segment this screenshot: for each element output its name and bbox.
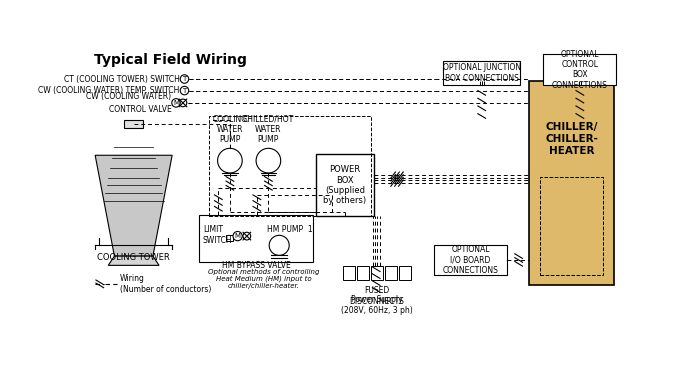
Text: HM BYPASS VALVE: HM BYPASS VALVE bbox=[222, 261, 290, 270]
Circle shape bbox=[180, 86, 188, 95]
Text: POWER
BOX
(Supplied
by others): POWER BOX (Supplied by others) bbox=[323, 165, 366, 205]
FancyBboxPatch shape bbox=[371, 266, 383, 280]
Circle shape bbox=[218, 148, 242, 173]
Text: Power Supply
(208V, 60Hz, 3 ph): Power Supply (208V, 60Hz, 3 ph) bbox=[341, 295, 413, 315]
Text: OPTIONAL JUNCTION
BOX CONNECTIONS: OPTIONAL JUNCTION BOX CONNECTIONS bbox=[443, 63, 521, 82]
Polygon shape bbox=[95, 155, 172, 256]
Circle shape bbox=[180, 75, 188, 83]
Circle shape bbox=[256, 148, 281, 173]
Text: Wiring
(Number of conductors): Wiring (Number of conductors) bbox=[120, 274, 211, 294]
FancyBboxPatch shape bbox=[199, 215, 313, 262]
Text: CHILLER/
CHILLER-
HEATER: CHILLER/ CHILLER- HEATER bbox=[545, 123, 598, 156]
Text: COOLING TOWER: COOLING TOWER bbox=[97, 253, 170, 262]
Text: CT (COOLING TOWER) SWITCH: CT (COOLING TOWER) SWITCH bbox=[64, 75, 180, 84]
FancyBboxPatch shape bbox=[530, 81, 614, 286]
Circle shape bbox=[172, 99, 180, 107]
FancyBboxPatch shape bbox=[434, 245, 507, 275]
FancyBboxPatch shape bbox=[226, 235, 233, 242]
Text: FUSED
DISCONNECTS: FUSED DISCONNECTS bbox=[350, 286, 404, 305]
FancyBboxPatch shape bbox=[385, 266, 397, 280]
Text: OPTIONAL
I/O BOARD
CONNECTIONS: OPTIONAL I/O BOARD CONNECTIONS bbox=[443, 245, 498, 275]
Text: Typical Field Wiring: Typical Field Wiring bbox=[94, 53, 247, 67]
Text: M: M bbox=[173, 100, 179, 106]
Text: LIMIT
SWITCH: LIMIT SWITCH bbox=[203, 225, 232, 245]
Text: CW (COOLING WATER) TEMP. SWITCH: CW (COOLING WATER) TEMP. SWITCH bbox=[38, 86, 180, 95]
Text: T: T bbox=[182, 76, 186, 82]
FancyBboxPatch shape bbox=[543, 54, 616, 85]
Circle shape bbox=[269, 235, 289, 255]
FancyBboxPatch shape bbox=[443, 61, 520, 85]
FancyBboxPatch shape bbox=[124, 120, 143, 128]
FancyBboxPatch shape bbox=[399, 266, 411, 280]
Text: CHILLED/HOT
WATER
PUMP: CHILLED/HOT WATER PUMP bbox=[243, 115, 294, 144]
Text: COOLING
WATER
PUMP: COOLING WATER PUMP bbox=[212, 115, 248, 144]
Text: T: T bbox=[182, 88, 186, 94]
FancyBboxPatch shape bbox=[357, 266, 369, 280]
Polygon shape bbox=[108, 256, 159, 265]
FancyBboxPatch shape bbox=[316, 154, 374, 216]
Text: M: M bbox=[235, 233, 241, 239]
Text: OPTIONAL
CONTROL
BOX
CONNECTIONS: OPTIONAL CONTROL BOX CONNECTIONS bbox=[552, 50, 608, 90]
Text: CW (COOLING WATER): CW (COOLING WATER) bbox=[87, 91, 172, 101]
Text: HM PUMP  1: HM PUMP 1 bbox=[267, 225, 313, 234]
Text: Optional methods of controlling
Heat Medium (HM) input to
chiller/chiller-heater: Optional methods of controlling Heat Med… bbox=[208, 268, 320, 289]
Text: CONTROL VALVE: CONTROL VALVE bbox=[109, 105, 172, 114]
Circle shape bbox=[233, 231, 242, 241]
FancyBboxPatch shape bbox=[343, 266, 355, 280]
